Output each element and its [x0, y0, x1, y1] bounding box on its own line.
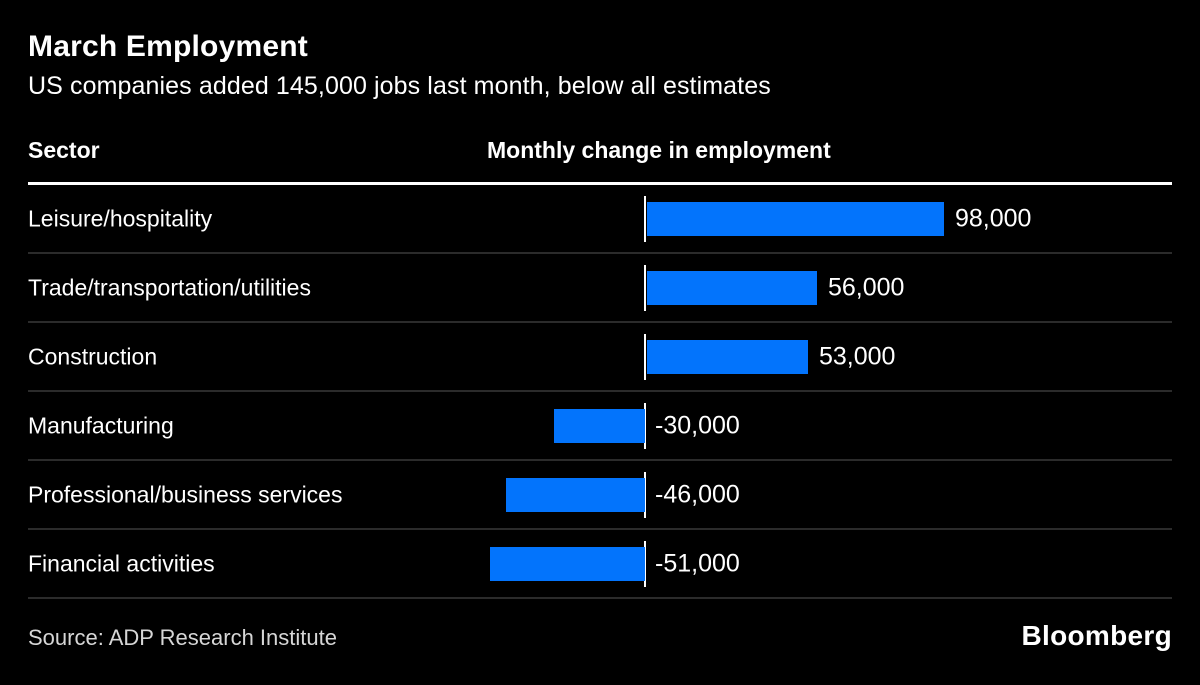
sector-label: Professional/business services — [28, 481, 343, 507]
sector-label: Manufacturing — [28, 412, 174, 438]
zero-baseline — [644, 333, 646, 380]
sector-label: Leisure/hospitality — [28, 205, 213, 231]
zero-baseline — [644, 195, 646, 242]
value-label: 53,000 — [819, 342, 896, 370]
source-attribution: Source: ADP Research Institute — [28, 625, 337, 650]
zero-baseline — [644, 540, 646, 587]
value-label: -46,000 — [655, 480, 740, 508]
column-header-sector: Sector — [28, 137, 100, 163]
footer: Source: ADP Research Institute Bloomberg — [28, 620, 1172, 652]
zero-baseline — [644, 264, 646, 311]
bar — [647, 270, 817, 305]
zero-baseline — [644, 471, 646, 518]
bar-chart: Leisure/hospitality 98,000 Trade/transpo… — [28, 185, 1172, 599]
value-label: -51,000 — [655, 549, 740, 577]
sector-label: Financial activities — [28, 550, 215, 576]
table-row: Professional/business services -46,000 — [28, 461, 1172, 530]
column-header-value: Monthly change in employment — [487, 137, 831, 163]
bloomberg-logo: Bloomberg — [1021, 620, 1172, 651]
value-label: 56,000 — [828, 273, 905, 301]
bar — [490, 546, 645, 581]
zero-baseline — [644, 402, 646, 449]
table-row: Trade/transportation/utilities 56,000 — [28, 254, 1172, 323]
table-row: Leisure/hospitality 98,000 — [28, 185, 1172, 254]
chart-title: March Employment — [28, 30, 308, 63]
value-label: -30,000 — [655, 411, 740, 439]
table-row: Financial activities -51,000 — [28, 530, 1172, 599]
column-headers: Sector Monthly change in employment — [28, 137, 1172, 165]
bar — [647, 201, 944, 236]
bar — [554, 408, 645, 443]
chart-subtitle: US companies added 145,000 jobs last mon… — [28, 72, 771, 100]
table-row: Manufacturing -30,000 — [28, 392, 1172, 461]
sector-label: Construction — [28, 343, 158, 369]
header-rule — [28, 182, 1172, 185]
bar — [647, 339, 808, 374]
sector-label: Trade/transportation/utilities — [28, 274, 311, 300]
bar — [506, 477, 645, 512]
value-label: 98,000 — [955, 204, 1032, 232]
table-row: Construction 53,000 — [28, 323, 1172, 392]
